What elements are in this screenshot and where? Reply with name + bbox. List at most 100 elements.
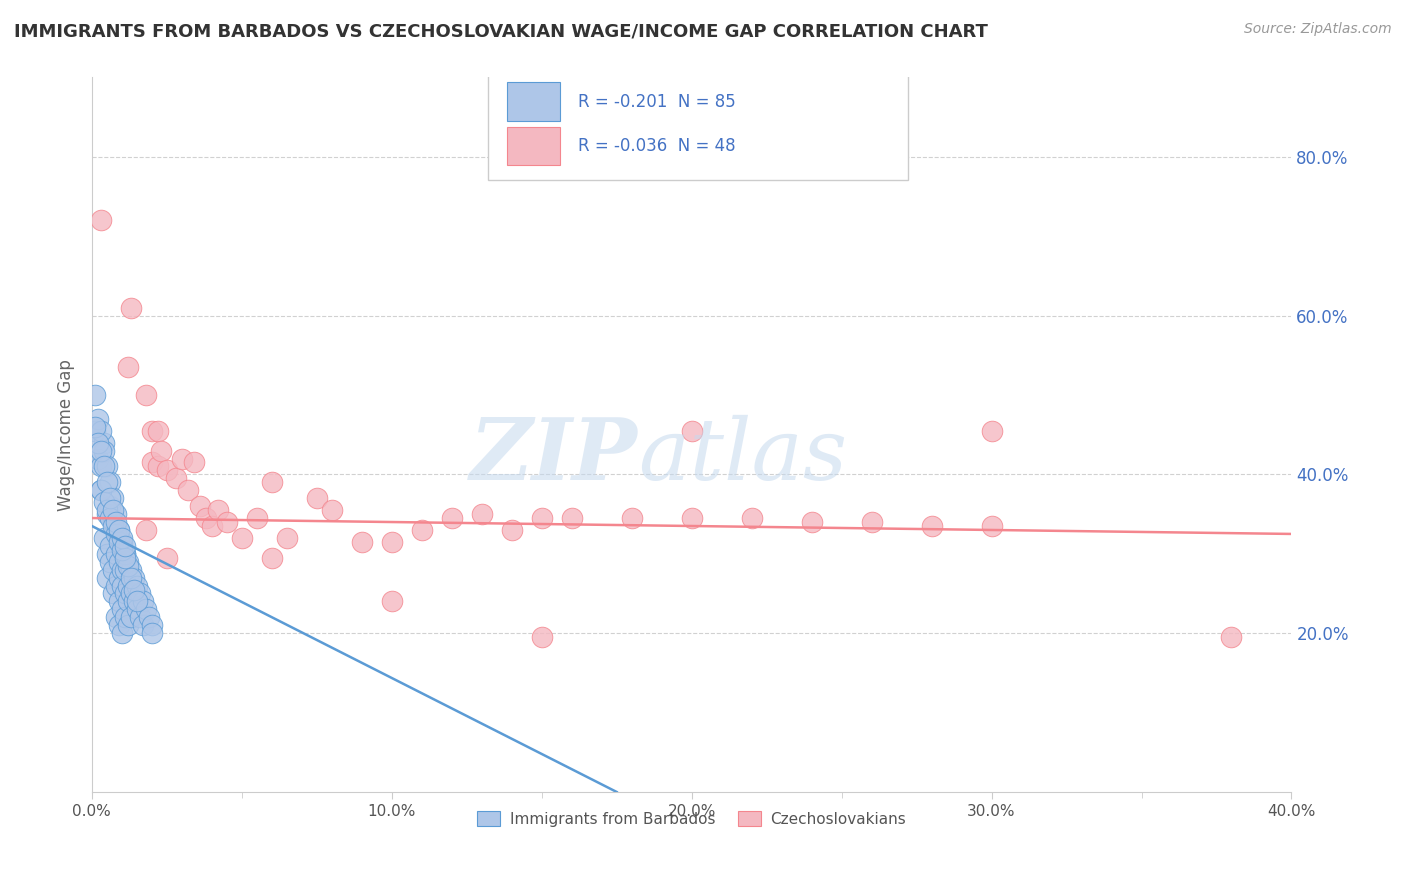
- Point: [101, 503, 124, 517]
- Point: [111, 626, 134, 640]
- Point: [170, 451, 193, 466]
- Point: [101, 519, 124, 533]
- Point: [120, 563, 142, 577]
- FancyBboxPatch shape: [508, 82, 560, 121]
- Point: [108, 523, 131, 537]
- Point: [90, 459, 112, 474]
- Point: [90, 483, 112, 498]
- Point: [93, 443, 115, 458]
- Point: [177, 483, 200, 498]
- Point: [114, 563, 136, 577]
- Text: Source: ZipAtlas.com: Source: ZipAtlas.com: [1244, 22, 1392, 37]
- Point: [117, 558, 139, 573]
- Point: [681, 424, 703, 438]
- Point: [114, 547, 136, 561]
- Point: [183, 455, 205, 469]
- Point: [98, 491, 121, 506]
- Point: [93, 459, 115, 474]
- Point: [128, 586, 150, 600]
- Point: [93, 495, 115, 509]
- Text: IMMIGRANTS FROM BARBADOS VS CZECHOSLOVAKIAN WAGE/INCOME GAP CORRELATION CHART: IMMIGRANTS FROM BARBADOS VS CZECHOSLOVAK…: [14, 22, 988, 40]
- Point: [117, 594, 139, 608]
- Point: [860, 515, 883, 529]
- Point: [114, 586, 136, 600]
- Point: [111, 534, 134, 549]
- Point: [90, 213, 112, 227]
- Text: R = -0.036  N = 48: R = -0.036 N = 48: [578, 137, 735, 155]
- Point: [96, 503, 118, 517]
- Point: [381, 534, 404, 549]
- Point: [93, 531, 115, 545]
- Point: [98, 511, 121, 525]
- Point: [120, 586, 142, 600]
- Point: [260, 475, 283, 490]
- Point: [122, 571, 145, 585]
- Point: [122, 582, 145, 597]
- Point: [276, 531, 298, 545]
- Point: [90, 443, 112, 458]
- Point: [741, 511, 763, 525]
- Point: [125, 578, 148, 592]
- Text: atlas: atlas: [638, 415, 846, 498]
- Point: [104, 578, 127, 592]
- Point: [260, 550, 283, 565]
- Point: [141, 424, 163, 438]
- Point: [101, 563, 124, 577]
- FancyBboxPatch shape: [488, 69, 908, 179]
- Point: [381, 594, 404, 608]
- Point: [530, 511, 553, 525]
- Point: [104, 523, 127, 537]
- Point: [114, 539, 136, 553]
- Point: [350, 534, 373, 549]
- Point: [921, 519, 943, 533]
- Point: [111, 542, 134, 557]
- Point: [146, 424, 169, 438]
- Point: [108, 594, 131, 608]
- Point: [165, 471, 187, 485]
- Text: R = -0.201  N = 85: R = -0.201 N = 85: [578, 93, 735, 111]
- Point: [135, 602, 157, 616]
- Point: [96, 459, 118, 474]
- Point: [111, 539, 134, 553]
- Point: [96, 571, 118, 585]
- Point: [114, 550, 136, 565]
- Point: [101, 586, 124, 600]
- Point: [132, 618, 155, 632]
- Point: [530, 630, 553, 644]
- Point: [117, 578, 139, 592]
- Point: [108, 555, 131, 569]
- Point: [114, 610, 136, 624]
- Point: [125, 602, 148, 616]
- Point: [111, 602, 134, 616]
- Point: [120, 571, 142, 585]
- Point: [146, 459, 169, 474]
- Point: [93, 435, 115, 450]
- Point: [800, 515, 823, 529]
- Point: [104, 610, 127, 624]
- Point: [101, 491, 124, 506]
- Point: [83, 388, 105, 402]
- Point: [135, 388, 157, 402]
- Point: [108, 618, 131, 632]
- Point: [411, 523, 433, 537]
- Point: [681, 511, 703, 525]
- Point: [108, 534, 131, 549]
- Point: [122, 594, 145, 608]
- Point: [149, 443, 172, 458]
- Point: [305, 491, 328, 506]
- Point: [141, 455, 163, 469]
- Point: [980, 519, 1002, 533]
- Point: [108, 531, 131, 545]
- Point: [104, 547, 127, 561]
- Point: [440, 511, 463, 525]
- Point: [111, 578, 134, 592]
- Point: [125, 594, 148, 608]
- Y-axis label: Wage/Income Gap: Wage/Income Gap: [58, 359, 75, 510]
- Point: [156, 550, 179, 565]
- Text: ZIP: ZIP: [470, 415, 638, 498]
- Point: [96, 547, 118, 561]
- Point: [138, 610, 160, 624]
- Point: [98, 475, 121, 490]
- Point: [135, 523, 157, 537]
- Point: [87, 451, 110, 466]
